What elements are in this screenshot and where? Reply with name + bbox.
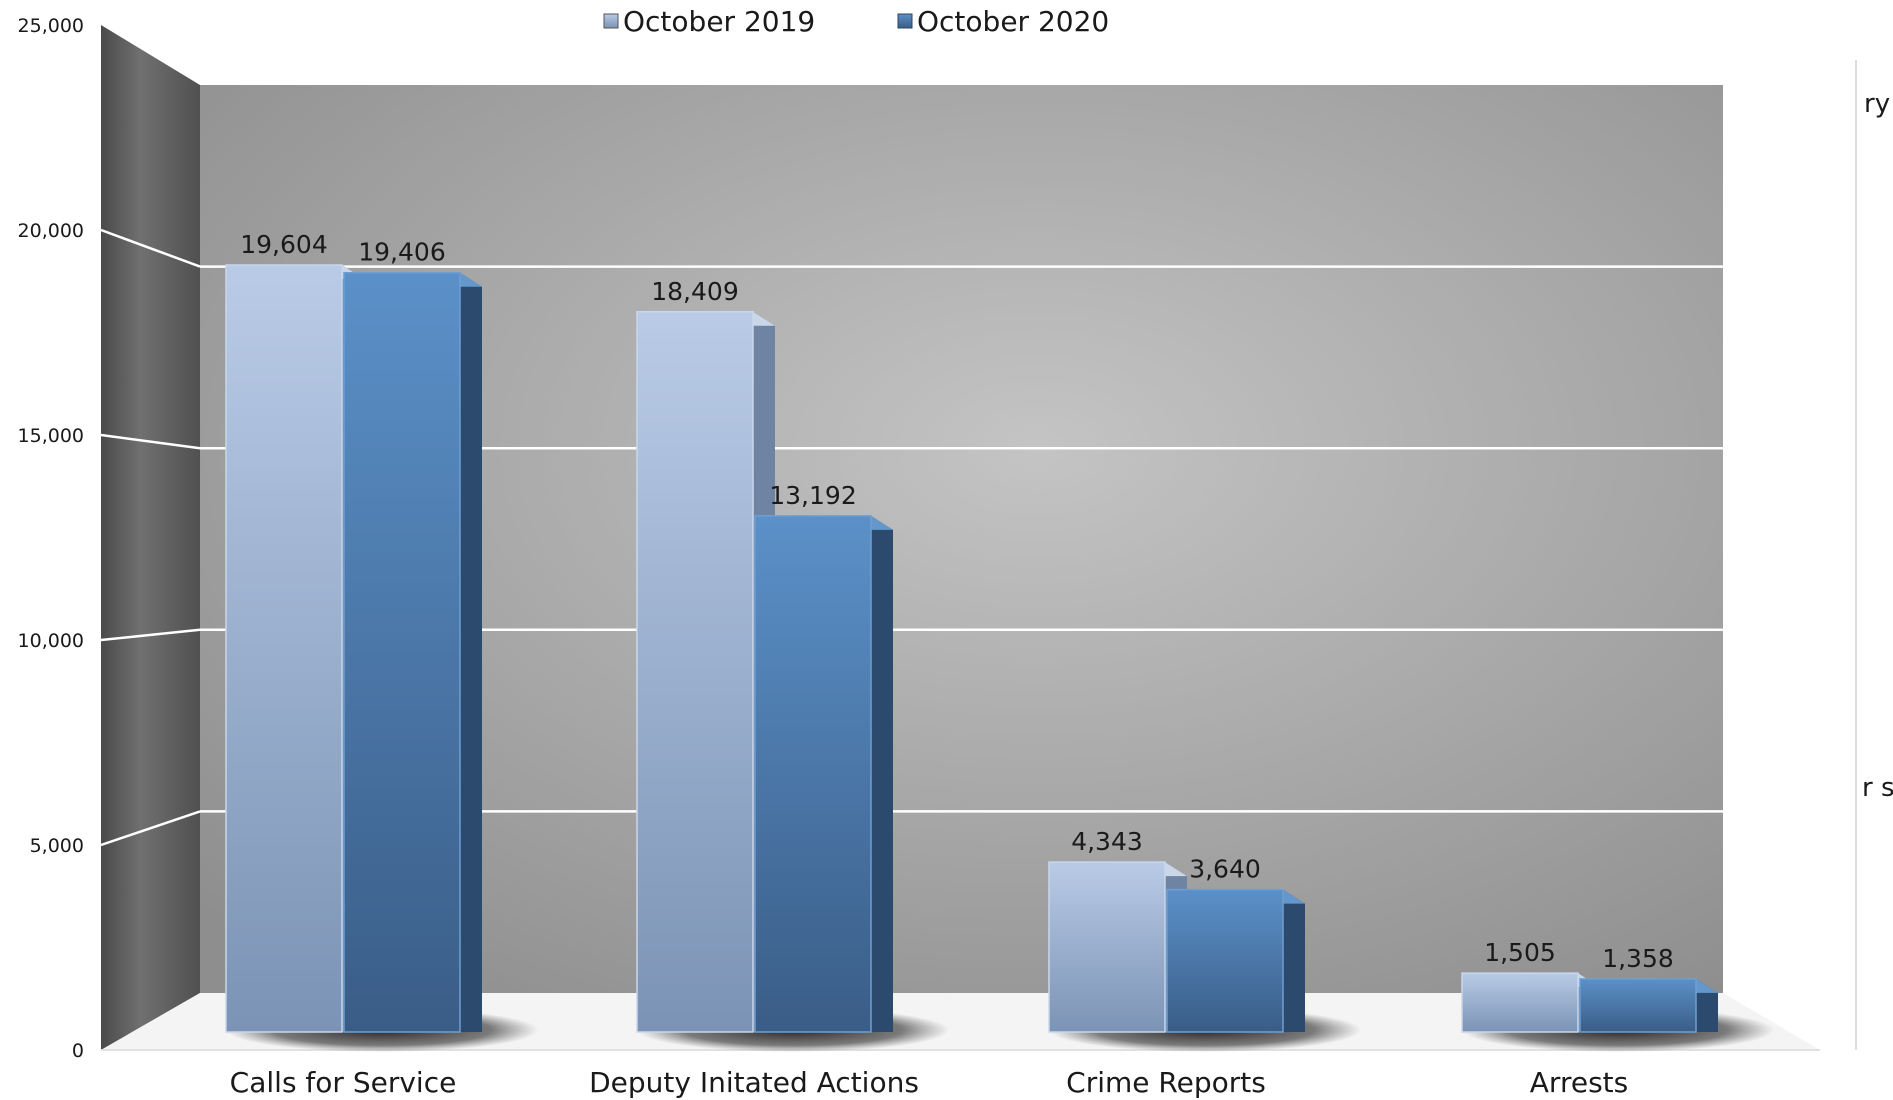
data-label: 19,406 — [358, 238, 445, 267]
data-label: 18,409 — [651, 277, 738, 306]
bars — [225, 264, 1718, 1033]
y-tick-label: 15,000 — [18, 425, 84, 447]
category-label: Calls for Service — [230, 1066, 457, 1099]
bar — [1579, 978, 1718, 1033]
y-tick-label: 5,000 — [30, 835, 84, 857]
bar — [754, 515, 893, 1033]
edge-fragment-top: ry — [1864, 89, 1890, 119]
legend-swatch-october-2020 — [897, 13, 913, 29]
legend-swatch-october-2019 — [603, 13, 619, 29]
gridline — [100, 228, 1723, 268]
data-labels: 19,604 19,406 18,409 13,192 4,343 3,640 1,505 1… — [240, 230, 1674, 973]
chart-side-wall — [101, 25, 200, 1050]
data-label: 4,343 — [1071, 827, 1143, 856]
bar — [636, 311, 775, 1033]
category-label: Deputy Initated Actions — [589, 1066, 919, 1099]
bar — [1461, 972, 1600, 1033]
bar — [1166, 888, 1305, 1033]
data-label: 1,505 — [1484, 938, 1556, 967]
data-label: 13,192 — [769, 481, 856, 510]
legend-label-october-2019: October 2019 — [623, 5, 815, 38]
legend: October 2019 October 2020 — [603, 5, 1109, 38]
data-label: 3,640 — [1189, 855, 1261, 884]
bar — [343, 271, 482, 1033]
data-label: 19,604 — [240, 230, 327, 259]
y-tick-label: 10,000 — [18, 630, 84, 652]
data-label: 1,358 — [1602, 944, 1674, 973]
edge-fragment-bottom: r s — [1862, 773, 1893, 803]
y-tick-label: 20,000 — [18, 220, 84, 242]
category-label: Crime Reports — [1066, 1066, 1266, 1099]
y-axis-ticks: 0 5,000 10,000 15,000 20,000 25,000 — [18, 15, 84, 1062]
legend-label-october-2020: October 2020 — [917, 5, 1109, 38]
category-labels: Calls for Service Deputy Initated Actions… — [230, 1066, 1629, 1099]
category-label: Arrests — [1530, 1066, 1628, 1099]
y-tick-label: 0 — [72, 1040, 84, 1062]
y-tick-label: 25,000 — [18, 15, 84, 37]
